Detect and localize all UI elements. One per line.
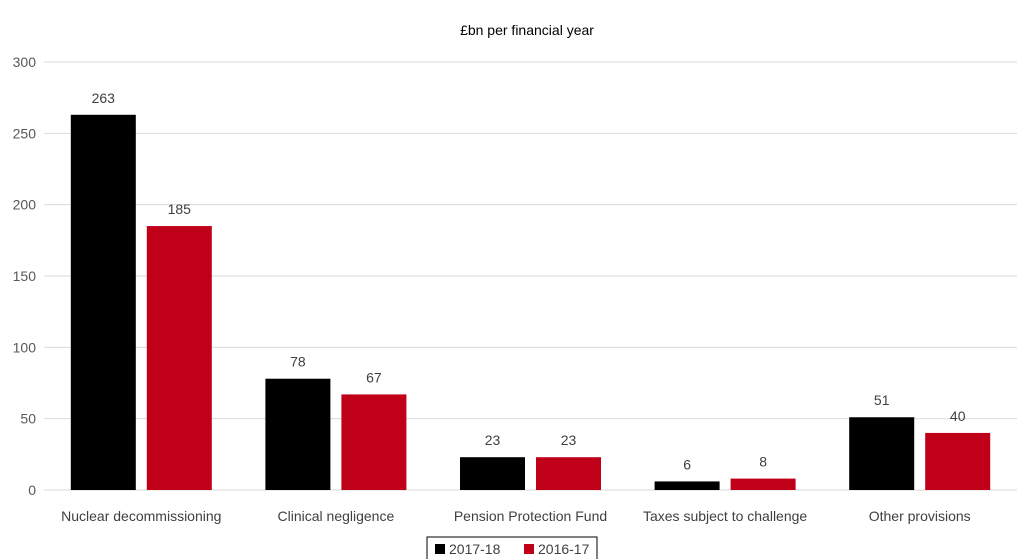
- data-label: 6: [683, 456, 691, 472]
- legend-swatch-2016-17: [524, 544, 534, 554]
- y-tick-label: 200: [13, 197, 37, 213]
- data-label: 263: [92, 90, 116, 106]
- bar-2017-18-0: [71, 115, 136, 490]
- data-label: 23: [561, 432, 577, 448]
- data-label: 40: [950, 408, 966, 424]
- chart-title: £bn per financial year: [460, 22, 594, 38]
- y-tick-label: 50: [20, 411, 36, 427]
- data-label: 8: [759, 454, 767, 470]
- y-axis-tick-labels: 0 50 100 150 200 250 300: [13, 54, 37, 498]
- x-category-label: Other provisions: [869, 508, 971, 524]
- x-category-label: Clinical negligence: [278, 508, 395, 524]
- legend-swatch-2017-18: [435, 544, 445, 554]
- legend: 2017-18 2016-17: [427, 537, 597, 559]
- bar-2017-18-1: [265, 379, 330, 490]
- y-tick-label: 250: [13, 125, 37, 141]
- y-tick-label: 150: [13, 268, 37, 284]
- data-label: 67: [366, 369, 382, 385]
- x-axis-category-labels: Nuclear decommissioning Clinical negligen…: [61, 508, 971, 524]
- data-labels: 263 185 78 67 23 23 6 8 51 40: [92, 90, 966, 473]
- data-label: 51: [874, 392, 890, 408]
- bar-2016-17-4: [925, 433, 990, 490]
- bar-2016-17-3: [731, 479, 796, 490]
- bar-2017-18-4: [849, 417, 914, 490]
- x-category-label: Taxes subject to challenge: [643, 508, 807, 524]
- bar-2017-18-2: [460, 457, 525, 490]
- legend-label-2016-17: 2016-17: [538, 541, 590, 557]
- y-tick-label: 100: [13, 339, 37, 355]
- data-label: 185: [168, 201, 192, 217]
- bar-2016-17-2: [536, 457, 601, 490]
- legend-label-2017-18: 2017-18: [449, 541, 501, 557]
- x-category-label: Nuclear decommissioning: [61, 508, 221, 524]
- y-tick-label: 300: [13, 54, 37, 70]
- bar-2017-18-3: [655, 481, 720, 490]
- data-label: 23: [485, 432, 501, 448]
- bar-2016-17-0: [147, 226, 212, 490]
- x-category-label: Pension Protection Fund: [454, 508, 607, 524]
- y-tick-label: 0: [28, 482, 36, 498]
- data-label: 78: [290, 354, 306, 370]
- bars: [71, 115, 990, 490]
- bar-2016-17-1: [341, 394, 406, 490]
